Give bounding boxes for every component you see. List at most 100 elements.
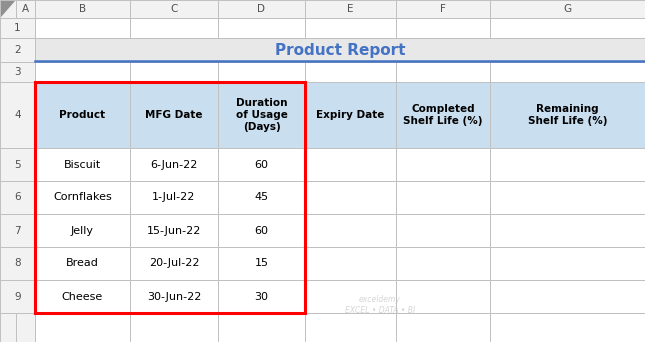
Text: G: G xyxy=(564,4,571,14)
Bar xyxy=(130,280,218,313)
Bar xyxy=(305,280,396,313)
Bar xyxy=(396,18,490,38)
Text: 1-Jul-22: 1-Jul-22 xyxy=(152,193,195,202)
Text: Product Report: Product Report xyxy=(275,42,405,57)
Text: Duration
of Usage
(Days): Duration of Usage (Days) xyxy=(235,97,288,132)
Bar xyxy=(130,82,218,148)
Bar xyxy=(218,148,305,181)
Text: 6: 6 xyxy=(14,193,21,202)
Text: 3: 3 xyxy=(14,67,21,77)
Bar xyxy=(0,313,16,342)
Text: 7: 7 xyxy=(14,225,21,236)
Bar xyxy=(130,0,218,18)
Text: Cheese: Cheese xyxy=(62,291,103,302)
Bar xyxy=(130,181,218,214)
Bar xyxy=(130,247,218,280)
Bar xyxy=(305,0,396,18)
Bar xyxy=(490,247,645,280)
Bar xyxy=(305,62,396,82)
Bar xyxy=(35,38,645,62)
Bar xyxy=(130,62,218,82)
Text: Biscuit: Biscuit xyxy=(64,159,101,170)
Text: 4: 4 xyxy=(14,110,21,120)
Bar xyxy=(35,18,130,38)
Text: exceldemy
EXCEL • DATA • BI: exceldemy EXCEL • DATA • BI xyxy=(345,295,415,315)
Bar xyxy=(396,280,490,313)
Bar xyxy=(490,214,645,247)
Text: 1: 1 xyxy=(14,23,21,33)
Bar xyxy=(218,247,305,280)
Bar xyxy=(218,18,305,38)
Text: 30-Jun-22: 30-Jun-22 xyxy=(147,291,201,302)
Bar xyxy=(35,82,130,148)
Text: 8: 8 xyxy=(14,259,21,268)
Text: 15: 15 xyxy=(255,259,268,268)
Text: Jelly: Jelly xyxy=(71,225,94,236)
Bar xyxy=(0,18,35,38)
Bar xyxy=(396,82,490,148)
Bar xyxy=(218,0,305,18)
Bar xyxy=(130,148,218,181)
Text: 15-Jun-22: 15-Jun-22 xyxy=(147,225,201,236)
Bar xyxy=(130,18,218,38)
Bar xyxy=(35,148,130,181)
Bar xyxy=(396,148,490,181)
Bar xyxy=(218,82,305,148)
Text: Cornflakes: Cornflakes xyxy=(53,193,112,202)
Bar xyxy=(490,280,645,313)
Bar xyxy=(35,0,130,18)
Text: Expiry Date: Expiry Date xyxy=(316,110,384,120)
Text: D: D xyxy=(257,4,266,14)
Text: Completed
Shelf Life (%): Completed Shelf Life (%) xyxy=(403,104,482,126)
Bar xyxy=(490,0,645,18)
Bar xyxy=(305,214,396,247)
Text: MFG Date: MFG Date xyxy=(145,110,203,120)
Text: 60: 60 xyxy=(255,225,268,236)
Bar xyxy=(35,62,130,82)
Bar xyxy=(396,247,490,280)
Bar xyxy=(305,313,396,342)
Bar xyxy=(218,313,305,342)
Bar xyxy=(396,214,490,247)
Text: Remaining
Shelf Life (%): Remaining Shelf Life (%) xyxy=(528,104,607,126)
Text: 30: 30 xyxy=(255,291,268,302)
Text: C: C xyxy=(170,4,177,14)
Bar xyxy=(218,62,305,82)
Bar xyxy=(0,148,35,181)
Bar xyxy=(218,181,305,214)
Text: 5: 5 xyxy=(14,159,21,170)
Bar xyxy=(16,313,35,342)
Bar xyxy=(35,247,130,280)
Bar xyxy=(218,214,305,247)
Bar xyxy=(0,62,35,82)
Bar xyxy=(35,181,130,214)
Bar xyxy=(396,181,490,214)
Text: 9: 9 xyxy=(14,291,21,302)
Bar xyxy=(16,0,35,18)
Bar xyxy=(130,313,218,342)
Bar xyxy=(305,82,396,148)
Bar xyxy=(396,62,490,82)
Text: E: E xyxy=(347,4,353,14)
Bar xyxy=(0,214,35,247)
Bar xyxy=(490,313,645,342)
Bar xyxy=(396,313,490,342)
Bar xyxy=(35,82,305,313)
Bar xyxy=(35,313,130,342)
Bar xyxy=(0,280,35,313)
Text: 45: 45 xyxy=(254,193,268,202)
Bar xyxy=(305,18,396,38)
Bar xyxy=(0,0,16,18)
Bar xyxy=(490,148,645,181)
Bar xyxy=(490,18,645,38)
Polygon shape xyxy=(1,1,15,17)
Text: 6-Jun-22: 6-Jun-22 xyxy=(150,159,197,170)
Bar xyxy=(490,181,645,214)
Bar xyxy=(490,62,645,82)
Bar xyxy=(0,247,35,280)
Text: 2: 2 xyxy=(14,45,21,55)
Text: 60: 60 xyxy=(255,159,268,170)
Bar xyxy=(35,280,130,313)
Text: A: A xyxy=(22,4,29,14)
Bar xyxy=(0,38,35,62)
